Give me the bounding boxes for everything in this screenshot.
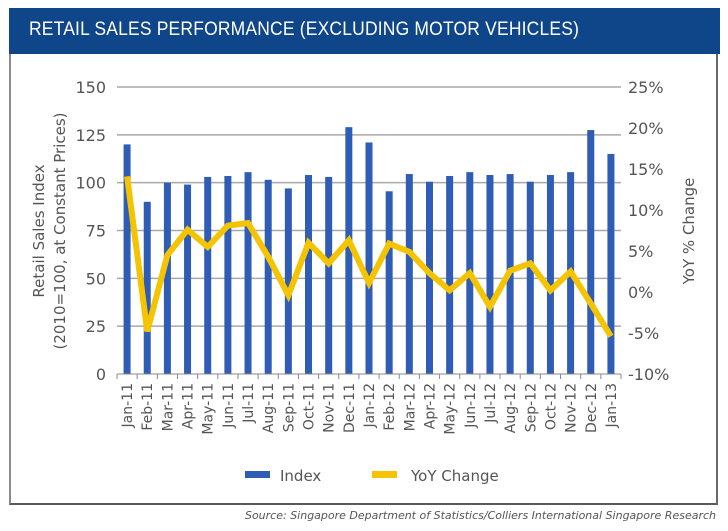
- x-axis-ticks: Jan-11 Feb-11 Mar-11 Apr-11 May-11 Jun-11 Jul-…: [120, 383, 620, 435]
- legend-label-index: Index: [280, 467, 321, 485]
- x-tick-label: Jul-11: [241, 383, 257, 424]
- legend: Index YoY Change: [245, 467, 499, 485]
- source-note: Source: Singapore Department of Statisti…: [244, 509, 716, 522]
- y2-tick-label: -10%: [628, 365, 669, 384]
- line-series-yoy: [124, 175, 614, 338]
- x-tick-label: Oct-12: [543, 383, 559, 430]
- bar-index-Apr-11: [184, 184, 192, 374]
- y-tick-label: 75: [86, 222, 106, 241]
- x-tick-label: Jan-12: [362, 383, 378, 428]
- bar-index-Sep-12: [526, 181, 534, 374]
- bar-index-Dec-12: [587, 130, 595, 374]
- left-axis-ticks: 0 25 50 75 100 125 150: [75, 78, 106, 384]
- x-tick-label: Feb-12: [382, 383, 398, 431]
- x-tick-label: Apr-11: [181, 383, 197, 429]
- chart-title: RETAIL SALES PERFORMANCE (EXCLUDING MOTO…: [29, 19, 580, 40]
- legend-label-yoy: YoY Change: [410, 467, 499, 485]
- x-tick-label: Oct-11: [302, 383, 318, 430]
- bar-series-index: [123, 127, 615, 375]
- y-tick-label: 50: [86, 269, 106, 288]
- x-tick-label: Jun-11: [221, 383, 237, 429]
- legend-swatch-index: [245, 471, 270, 478]
- x-tick-label: Nov-11: [322, 383, 338, 433]
- x-tick-label: Feb-11: [140, 383, 156, 431]
- y2-tick-label: 25%: [628, 78, 664, 97]
- y-tick-label: 125: [75, 126, 106, 145]
- bar-index-Mar-11: [163, 182, 171, 374]
- x-tick-label: May-11: [201, 383, 217, 435]
- bar-index-Sep-11: [284, 188, 292, 374]
- y-tick-label: 150: [75, 78, 106, 97]
- x-tick-label: Jul-12: [483, 383, 499, 424]
- chart-header: RETAIL SALES PERFORMANCE (EXCLUDING MOTO…: [9, 8, 720, 54]
- right-axis-ticks: -10% -5% 0% 5% 10% 15% 20% 25%: [628, 78, 669, 384]
- x-tick-label: Nov-12: [564, 383, 580, 433]
- x-tick-label: Jan-13: [604, 383, 620, 428]
- bar-index-Jun-11: [224, 175, 232, 374]
- y2-tick-label: 10%: [628, 201, 664, 220]
- y-tick-label: 25: [86, 317, 106, 336]
- y2-tick-label: -5%: [628, 324, 659, 343]
- x-tick-label: Sep-11: [281, 383, 297, 432]
- y-tick-label: 100: [75, 174, 106, 193]
- y2-tick-label: 20%: [628, 119, 664, 138]
- bar-index-May-11: [204, 176, 212, 374]
- bar-index-Jul-12: [486, 175, 494, 374]
- x-tick-label: Aug-12: [503, 383, 519, 433]
- x-tick-label: Dec-12: [584, 383, 600, 433]
- bar-index-Dec-11: [345, 127, 353, 375]
- y-tick-label: 0: [96, 365, 106, 384]
- left-axis-subtitle: (2010=100, at Constant Prices): [51, 112, 69, 349]
- axes: [116, 373, 622, 379]
- x-tick-label: Mar-12: [402, 383, 418, 431]
- x-tick-label: Jan-11: [120, 383, 136, 428]
- x-tick-label: Mar-11: [160, 383, 176, 431]
- bar-index-Nov-11: [325, 176, 333, 374]
- bar-index-Jan-13: [607, 153, 615, 374]
- x-tick-label: Jun-12: [463, 383, 479, 429]
- bar-index-May-12: [446, 175, 454, 374]
- bar-index-Jul-11: [244, 172, 252, 374]
- bar-index-Mar-12: [405, 174, 413, 374]
- bar-index-Oct-12: [546, 175, 554, 374]
- right-axis-title: YoY % Change: [680, 178, 698, 286]
- y2-tick-label: 0%: [628, 283, 653, 302]
- legend-swatch-yoy: [372, 471, 397, 478]
- x-tick-label: Dec-11: [342, 383, 358, 433]
- x-tick-label: Sep-12: [523, 383, 539, 432]
- x-tick-label: Aug-11: [261, 383, 277, 433]
- y2-tick-label: 15%: [628, 160, 664, 179]
- left-axis-title: Retail Sales Index: [30, 164, 48, 297]
- chart-frame: [9, 8, 718, 505]
- x-tick-label: Apr-12: [422, 383, 438, 429]
- bar-index-Apr-12: [425, 181, 433, 374]
- bar-index-Feb-11: [143, 201, 151, 374]
- y2-tick-label: 5%: [628, 242, 653, 261]
- x-tick-label: May-12: [443, 383, 459, 435]
- bar-index-Oct-11: [305, 175, 313, 374]
- bar-index-Feb-12: [385, 191, 393, 374]
- bar-index-Aug-11: [264, 179, 272, 374]
- bar-index-Jan-12: [365, 142, 373, 374]
- bar-index-Jan-11: [123, 144, 131, 374]
